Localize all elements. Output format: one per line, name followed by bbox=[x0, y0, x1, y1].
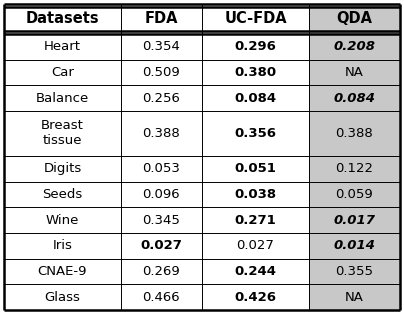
Text: 0.122: 0.122 bbox=[335, 162, 373, 175]
Text: 0.038: 0.038 bbox=[234, 188, 276, 201]
Text: 0.017: 0.017 bbox=[333, 214, 375, 227]
Text: Wine: Wine bbox=[46, 214, 79, 227]
Text: 0.380: 0.380 bbox=[234, 66, 276, 79]
Text: 0.027: 0.027 bbox=[141, 239, 182, 252]
Text: 0.509: 0.509 bbox=[143, 66, 180, 79]
Text: 0.356: 0.356 bbox=[234, 127, 276, 140]
Text: 0.355: 0.355 bbox=[335, 265, 373, 278]
Text: 0.084: 0.084 bbox=[333, 92, 375, 105]
Bar bbox=[309, 4, 400, 310]
Text: Car: Car bbox=[51, 66, 74, 79]
Text: 0.466: 0.466 bbox=[143, 291, 180, 304]
Text: 0.096: 0.096 bbox=[143, 188, 180, 201]
Text: 0.244: 0.244 bbox=[234, 265, 276, 278]
Text: NA: NA bbox=[345, 291, 364, 304]
Text: Iris: Iris bbox=[53, 239, 72, 252]
Text: Datasets: Datasets bbox=[25, 11, 99, 26]
Text: Glass: Glass bbox=[44, 291, 80, 304]
Text: Heart: Heart bbox=[44, 40, 81, 53]
Text: 0.053: 0.053 bbox=[143, 162, 180, 175]
Text: 0.014: 0.014 bbox=[333, 239, 375, 252]
Text: 0.027: 0.027 bbox=[236, 239, 274, 252]
Text: Digits: Digits bbox=[43, 162, 82, 175]
Text: 0.345: 0.345 bbox=[143, 214, 180, 227]
Text: 0.269: 0.269 bbox=[143, 265, 180, 278]
Text: 0.051: 0.051 bbox=[235, 162, 276, 175]
Text: FDA: FDA bbox=[145, 11, 178, 26]
Text: Seeds: Seeds bbox=[42, 188, 82, 201]
Text: 0.059: 0.059 bbox=[336, 188, 373, 201]
Text: 0.388: 0.388 bbox=[336, 127, 373, 140]
Text: 0.426: 0.426 bbox=[234, 291, 276, 304]
Text: 0.271: 0.271 bbox=[235, 214, 276, 227]
Text: 0.084: 0.084 bbox=[234, 92, 276, 105]
Text: NA: NA bbox=[345, 66, 364, 79]
Text: 0.296: 0.296 bbox=[235, 40, 276, 53]
Text: CNAE-9: CNAE-9 bbox=[38, 265, 87, 278]
Text: Balance: Balance bbox=[36, 92, 89, 105]
Text: Breast
tissue: Breast tissue bbox=[41, 119, 84, 147]
Text: 0.256: 0.256 bbox=[143, 92, 180, 105]
Text: 0.354: 0.354 bbox=[143, 40, 180, 53]
Text: 0.208: 0.208 bbox=[333, 40, 375, 53]
Text: UC-FDA: UC-FDA bbox=[224, 11, 287, 26]
Text: 0.388: 0.388 bbox=[143, 127, 180, 140]
Text: QDA: QDA bbox=[337, 11, 372, 26]
